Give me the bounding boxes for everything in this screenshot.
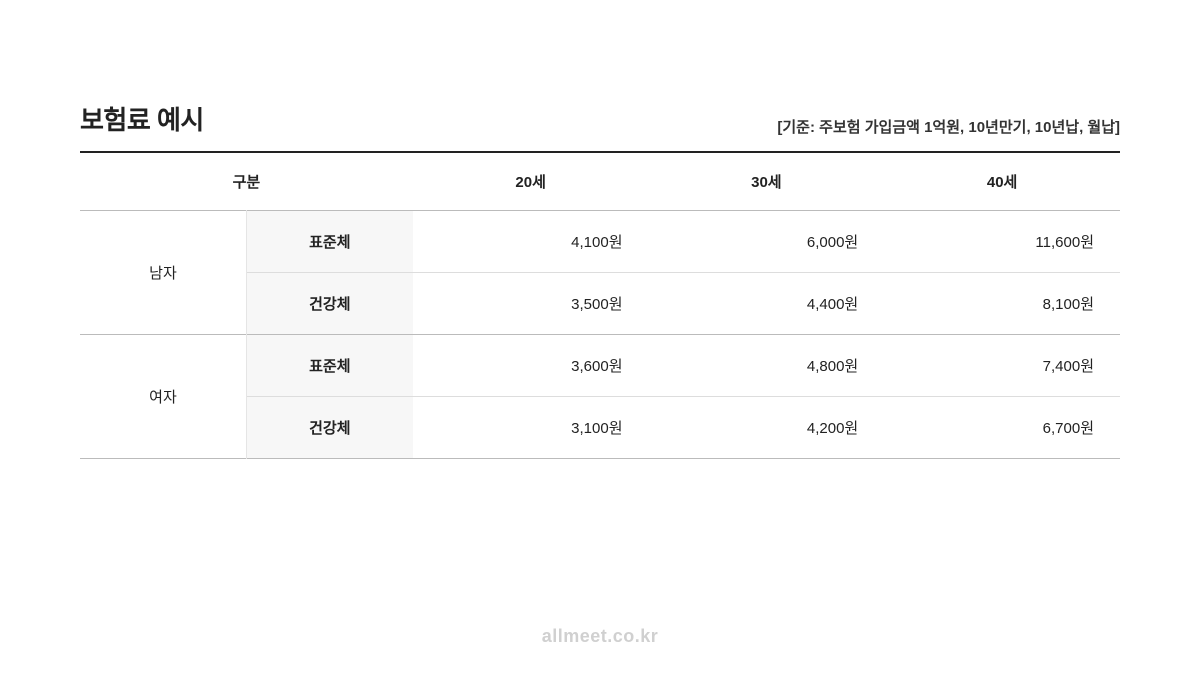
cell-value: 3,100원 [413, 397, 649, 459]
header: 보험료 예시 [기준: 주보험 가입금액 1억원, 10년만기, 10년납, 월… [80, 100, 1120, 137]
col-header-age-20: 20세 [413, 152, 649, 211]
col-header-category: 구분 [80, 152, 413, 211]
criteria-note: [기준: 주보험 가입금액 1억원, 10년만기, 10년납, 월납] [777, 116, 1120, 137]
cell-value: 6,700원 [884, 397, 1120, 459]
cell-value: 3,600원 [413, 335, 649, 397]
group-label-female: 여자 [80, 335, 246, 459]
cell-value: 11,600원 [884, 211, 1120, 273]
cell-value: 8,100원 [884, 273, 1120, 335]
cell-value: 4,800원 [649, 335, 885, 397]
premium-table: 구분 20세 30세 40세 남자 표준체 4,100원 6,000원 11,6… [80, 151, 1120, 459]
page: 보험료 예시 [기준: 주보험 가입금액 1억원, 10년만기, 10년납, 월… [0, 0, 1200, 675]
page-title: 보험료 예시 [80, 100, 204, 137]
cell-value: 4,200원 [649, 397, 885, 459]
cell-value: 6,000원 [649, 211, 885, 273]
col-header-age-30: 30세 [649, 152, 885, 211]
sub-label: 표준체 [246, 211, 412, 273]
table-row: 남자 표준체 4,100원 6,000원 11,600원 [80, 211, 1120, 273]
cell-value: 7,400원 [884, 335, 1120, 397]
cell-value: 4,400원 [649, 273, 885, 335]
cell-value: 4,100원 [413, 211, 649, 273]
table-row: 여자 표준체 3,600원 4,800원 7,400원 [80, 335, 1120, 397]
watermark: allmeet.co.kr [0, 626, 1200, 647]
col-header-age-40: 40세 [884, 152, 1120, 211]
group-label-male: 남자 [80, 211, 246, 335]
sub-label: 표준체 [246, 335, 412, 397]
cell-value: 3,500원 [413, 273, 649, 335]
sub-label: 건강체 [246, 397, 412, 459]
sub-label: 건강체 [246, 273, 412, 335]
table-header-row: 구분 20세 30세 40세 [80, 152, 1120, 211]
